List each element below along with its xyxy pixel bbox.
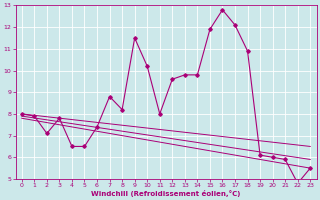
X-axis label: Windchill (Refroidissement éolien,°C): Windchill (Refroidissement éolien,°C)	[91, 190, 241, 197]
